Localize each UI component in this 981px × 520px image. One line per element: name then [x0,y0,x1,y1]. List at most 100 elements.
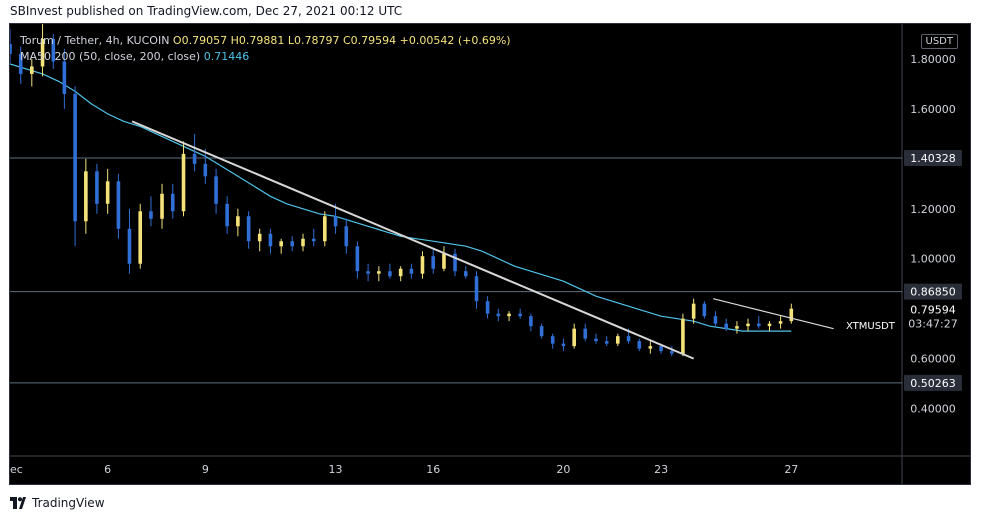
candle-body [30,66,34,74]
candle-body [659,346,663,352]
level-price-tag [904,283,962,300]
candle-body [355,246,360,272]
candle-body [529,316,533,327]
x-tick-label: 13 [329,463,343,476]
candle-body [778,321,783,324]
candle-body [160,193,164,219]
candle-body [485,301,490,314]
price-chart[interactable]: 1.40328 0.86850 0.50263 1.80000 1.60000 1.200… [10,24,970,484]
candle-body [637,341,642,349]
trendline [131,120,695,360]
candle-body [181,153,186,212]
publish-info: SBInvest published on TradingView.com, D… [10,4,403,18]
candle-body [648,346,653,349]
candle-body [290,241,295,247]
candle-body [507,313,511,317]
level-price-tag [904,374,962,391]
candle-body [518,313,522,317]
candle-body [344,226,349,247]
candle-body [767,323,772,327]
candle-countdown: 03:47:27 [908,318,957,331]
candle-body [463,271,468,277]
x-tick-label: 27 [784,463,798,476]
y-tick-label: 1.00000 [910,253,956,266]
candle-body [192,153,197,164]
candle-body [149,211,153,219]
level-price-tag [904,150,962,167]
candle-body [442,253,446,269]
candle-body [268,233,273,247]
candle-body [10,43,12,54]
candle-body [301,238,305,247]
level-price-label: 1.40328 [910,152,956,165]
candle-body [626,336,631,342]
candle-body [474,276,479,302]
x-tick-label: ec [10,463,23,476]
candle-body [604,341,609,344]
legend-high: H0.79881 [230,34,285,47]
chart-panel[interactable]: 1.40328 0.86850 0.50263 1.80000 1.60000 1.200… [9,23,971,485]
x-tick-label: 9 [202,463,209,476]
candle-body [138,211,143,264]
level-price-label: 0.86850 [910,286,956,299]
x-tick-label: 6 [104,463,111,476]
candle-body [398,268,403,277]
candle-body [702,303,707,317]
candle-body [170,193,175,212]
tradingview-logo-icon [10,497,26,509]
candle-body [246,216,251,242]
candle-body [594,338,598,342]
candle-body [333,216,338,227]
candle-body [127,228,132,264]
legend-ma-value: 0.71446 [203,50,250,63]
y-tick-label: 1.20000 [910,203,956,216]
brand-name: TradingView [32,496,105,510]
legend-change: +0.00542 (+0.69%) [399,34,511,47]
candle-body [615,336,620,344]
candle-body [539,326,544,337]
level-price-label: 0.50263 [910,377,956,390]
candle-body [257,233,262,242]
candle-body [496,313,501,317]
legend-ma-row: MA50 200 (50, close, 200, close) 0.71446 [20,50,511,63]
candle-body [691,303,696,319]
candle-body [40,38,45,67]
candle-body [681,318,685,354]
candle-body [724,323,729,329]
candle-body [51,38,56,62]
current-price-tag [904,300,962,331]
candle-body [453,253,457,272]
legend-low: L0.78797 [287,34,340,47]
candle-body [116,181,121,229]
candle-body [18,53,23,74]
candle-body [377,271,381,274]
currency-button[interactable]: USDT [920,34,958,49]
candle-body [561,343,566,347]
y-tick-label: 0.60000 [910,353,956,366]
candle-body [236,216,240,227]
x-tick-label: 23 [654,463,668,476]
candle-body [789,308,794,322]
legend-close: C0.79594 [342,34,397,47]
candle-body [203,163,208,177]
legend-pair: Torum / Tether, 4h, KUCOIN [20,34,170,47]
candle-body [409,268,414,274]
trendline [713,298,834,330]
candle-body [572,328,576,347]
ticker-label: XTMUSDT [846,321,895,332]
candle-body [105,181,110,204]
legend-ohlc-row: Torum / Tether, 4h, KUCOIN O0.79057 H0.7… [20,34,511,47]
candle-body [388,271,392,277]
candle-body [311,238,316,242]
candle-body [756,323,761,327]
y-tick-label: 1.60000 [910,103,956,116]
tradingview-brand[interactable]: TradingView [10,492,105,514]
candle-body [84,171,88,222]
current-price-value: 0.79594 [910,304,956,317]
candle-body [550,336,555,344]
candle-body [583,328,588,339]
x-tick-label: 16 [426,463,440,476]
candle-body [73,93,77,222]
candle-body [323,216,327,242]
legend-ma-label: MA50 200 (50, close, 200, close) [20,50,201,63]
